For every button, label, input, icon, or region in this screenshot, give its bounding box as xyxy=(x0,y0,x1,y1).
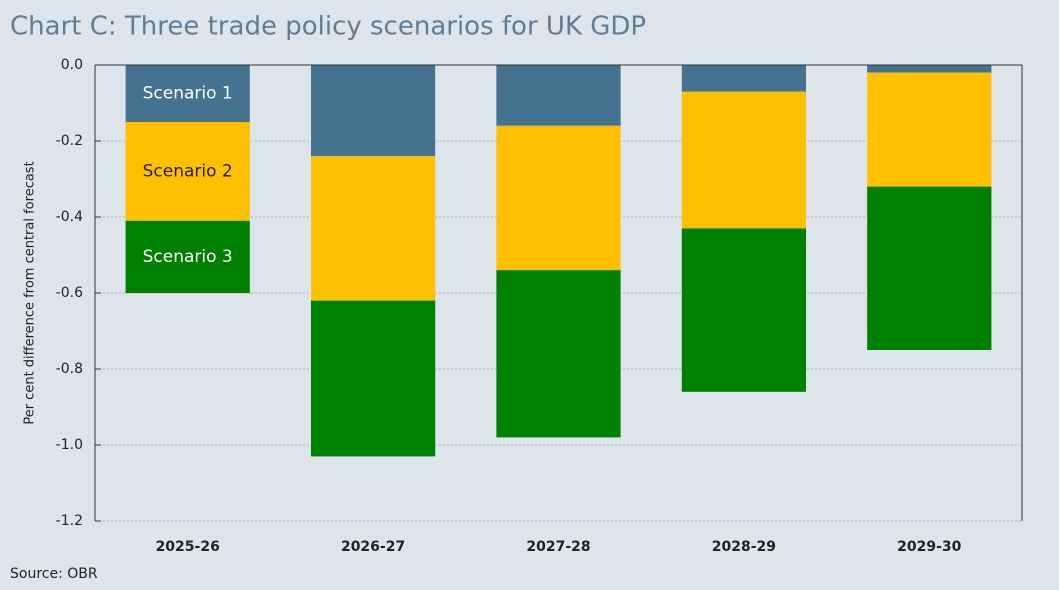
bar-segment xyxy=(310,65,436,157)
x-tick-label: 2028-29 xyxy=(712,539,776,555)
bar-segment xyxy=(496,125,621,271)
y-axis-label: Per cent difference from central forecas… xyxy=(23,161,38,424)
bar-segment xyxy=(310,156,436,301)
bar-segment xyxy=(125,122,250,221)
bar-segment xyxy=(125,220,250,293)
bar-segment xyxy=(681,91,807,229)
y-tick-label: 0.0 xyxy=(61,57,83,73)
bar-segment xyxy=(125,65,250,122)
bar-segment xyxy=(867,72,992,187)
x-tick-label: 2029-30 xyxy=(897,539,962,555)
x-tick-label: 2026-27 xyxy=(341,539,405,555)
y-tick-label: -0.6 xyxy=(56,285,83,301)
chart-title: Chart C: Three trade policy scenarios fo… xyxy=(10,12,646,42)
y-tick-label: -0.2 xyxy=(56,133,83,149)
x-tick-label: 2027-28 xyxy=(526,539,590,555)
y-tick-label: -1.2 xyxy=(56,513,83,529)
bar-segment xyxy=(867,186,992,350)
x-tick-label: 2025-26 xyxy=(156,539,220,555)
y-tick-label: -1.0 xyxy=(56,437,83,453)
source: Source: OBR xyxy=(10,566,98,582)
bar-segment xyxy=(496,270,621,438)
bar-segment xyxy=(681,65,807,92)
bar-segment xyxy=(496,65,621,126)
legend-label: Scenario 3 xyxy=(143,247,233,267)
legend-label: Scenario 1 xyxy=(143,84,233,104)
y-tick-label: -0.4 xyxy=(56,209,83,225)
legend-label: Scenario 2 xyxy=(143,161,233,181)
bar-segment xyxy=(310,300,436,457)
bar-segment xyxy=(681,228,807,392)
y-tick-label: -0.8 xyxy=(56,361,83,377)
bar-segment xyxy=(867,65,992,73)
